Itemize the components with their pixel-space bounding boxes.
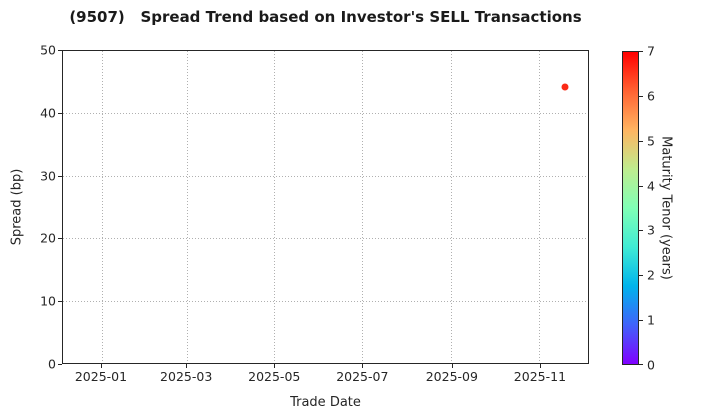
colorbar-tick-label: 6 xyxy=(647,88,655,104)
y-tick-mark xyxy=(58,50,62,51)
y-gridline xyxy=(63,113,588,115)
y-gridline xyxy=(63,300,588,302)
x-tick-mark xyxy=(362,364,364,368)
x-tick-mark xyxy=(451,364,453,368)
y-tick-mark xyxy=(58,238,62,240)
x-gridline xyxy=(451,51,453,363)
colorbar-tick-mark xyxy=(639,140,643,142)
colorbar-tick-label: 3 xyxy=(647,222,655,238)
y-tick-label: 30 xyxy=(40,168,56,184)
colorbar-label: Maturity Tenor (years) xyxy=(658,136,674,280)
x-tick-mark xyxy=(100,364,102,368)
y-gridline xyxy=(63,175,588,177)
colorbar-tick-mark xyxy=(639,320,643,322)
x-tick-label: 2025-05 xyxy=(248,369,301,384)
colorbar-tick-mark xyxy=(639,275,643,277)
x-tick-label: 2025-11 xyxy=(513,369,567,384)
x-gridline xyxy=(101,51,103,363)
colorbar-tick-label: 0 xyxy=(647,357,655,373)
x-tick-mark xyxy=(186,364,188,368)
x-gridline xyxy=(539,51,541,363)
y-tick-mark xyxy=(58,175,62,177)
y-tick-label: 10 xyxy=(40,293,56,309)
x-gridline xyxy=(362,51,364,363)
x-tick-label: 2025-01 xyxy=(74,369,128,384)
plot-area xyxy=(62,50,589,364)
y-tick-label: 0 xyxy=(48,356,56,372)
colorbar-tick-label: 2 xyxy=(647,267,655,283)
y-gridline xyxy=(63,238,588,240)
y-tick-label: 40 xyxy=(40,105,56,121)
x-tick-mark xyxy=(274,364,276,368)
y-tick-label: 20 xyxy=(40,230,56,246)
x-tick-label: 2025-03 xyxy=(160,369,213,384)
x-tick-label: 2025-07 xyxy=(336,369,389,384)
chart-title: (9507) Spread Trend based on Investor's … xyxy=(69,8,582,26)
colorbar-tick-label: 4 xyxy=(647,178,655,194)
x-tick-label: 2025-09 xyxy=(425,369,478,384)
x-gridline xyxy=(186,51,188,363)
colorbar xyxy=(622,51,639,365)
y-tick-label: 50 xyxy=(40,42,56,58)
colorbar-tick-label: 7 xyxy=(647,43,655,59)
colorbar-tick-label: 1 xyxy=(647,312,655,328)
colorbar-tick-label: 5 xyxy=(647,133,655,149)
y-tick-mark xyxy=(58,301,62,303)
x-gridline xyxy=(274,51,276,363)
colorbar-tick-mark xyxy=(639,185,643,187)
colorbar-tick-mark xyxy=(639,95,643,97)
x-axis-label: Trade Date xyxy=(290,395,361,410)
colorbar-tick-mark xyxy=(639,51,643,52)
y-tick-mark xyxy=(58,112,62,114)
colorbar-tick-mark xyxy=(639,230,643,232)
x-tick-mark xyxy=(539,364,541,368)
scatter-point xyxy=(561,83,569,91)
colorbar-tick-mark xyxy=(639,364,643,365)
y-tick-mark xyxy=(58,364,62,365)
